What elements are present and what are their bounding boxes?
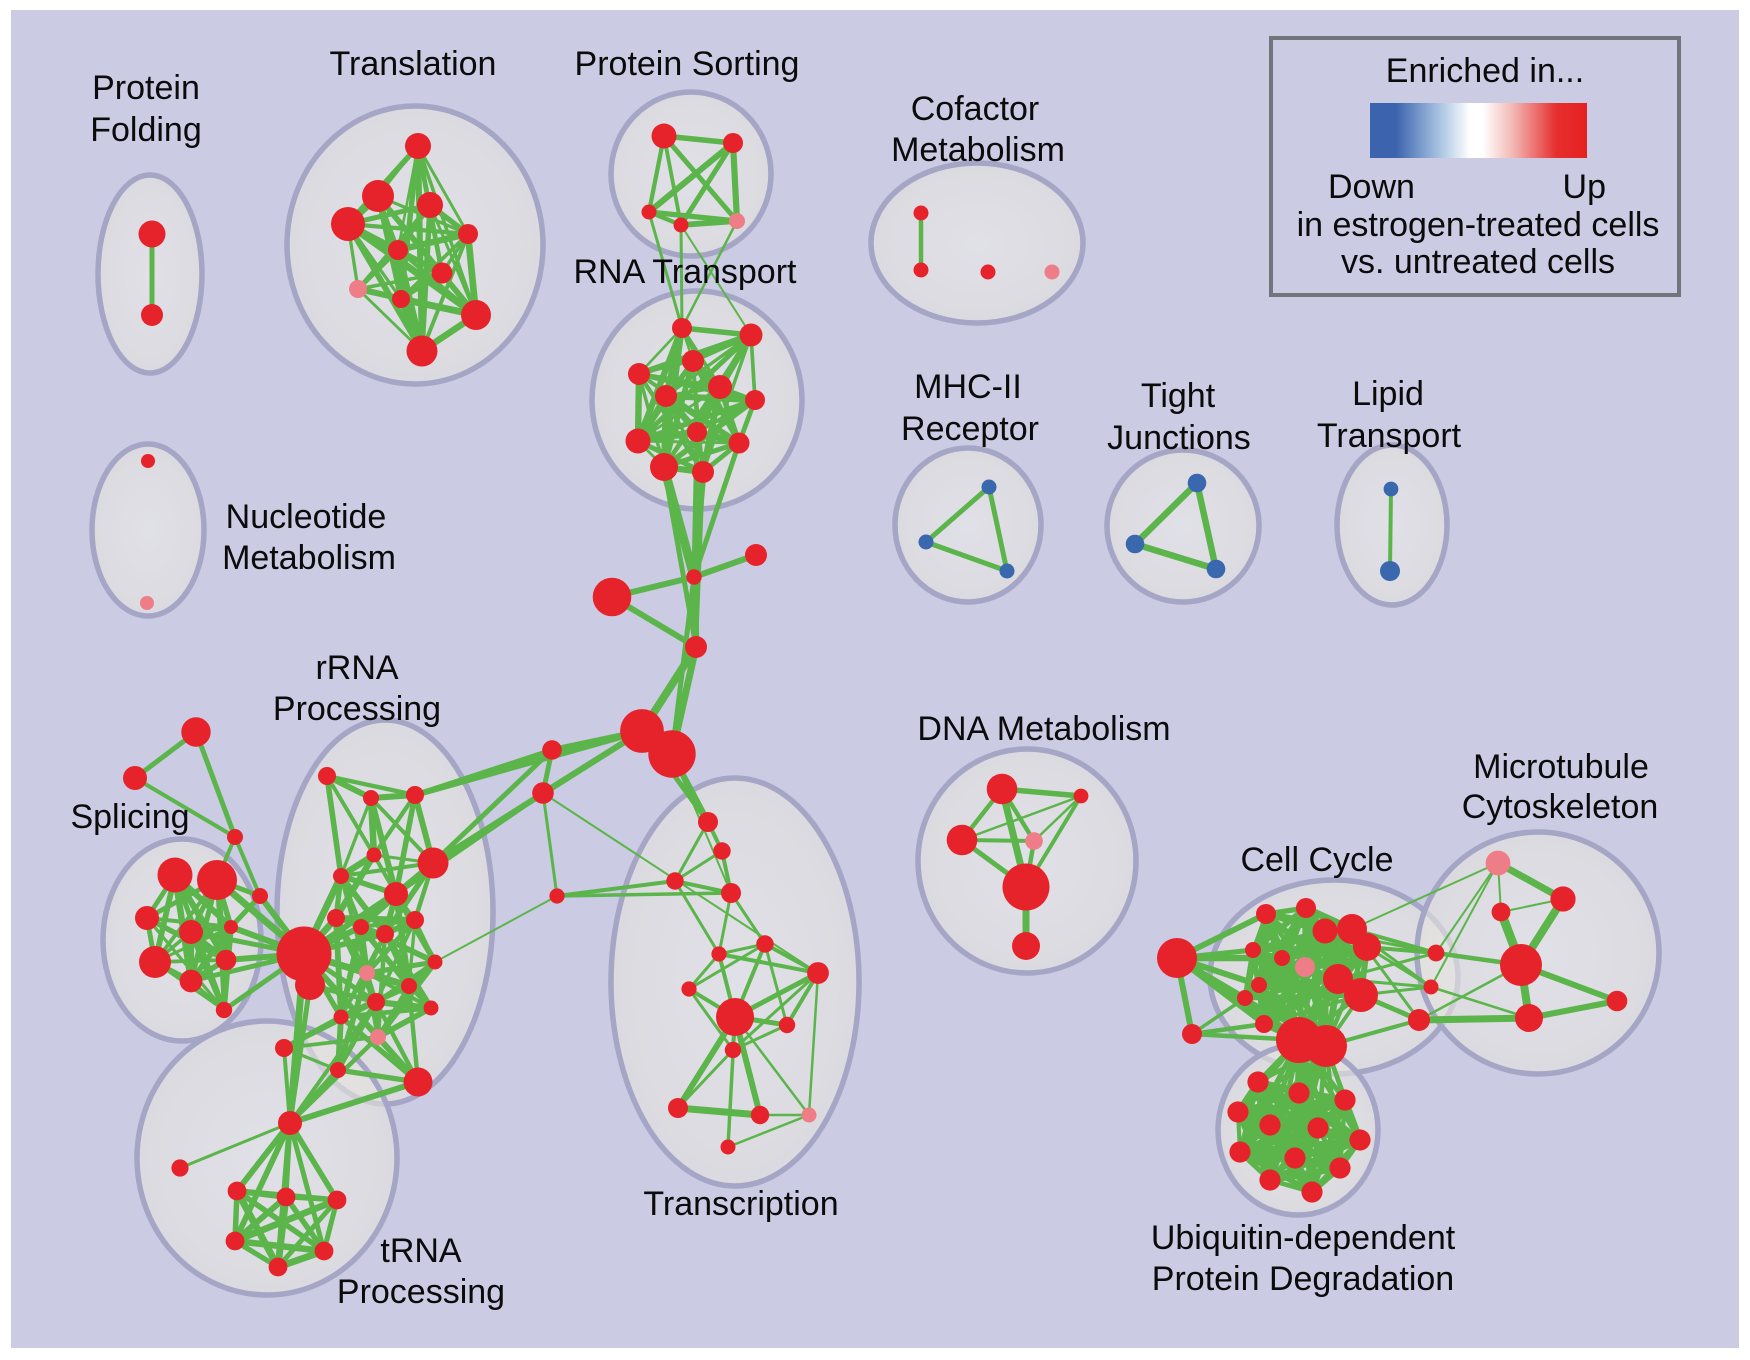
svg-text:Folding: Folding [90,111,202,149]
svg-text:Enriched in...: Enriched in... [1386,52,1584,90]
svg-text:Processing: Processing [337,1273,505,1311]
svg-text:Receptor: Receptor [901,410,1039,448]
svg-text:rRNA: rRNA [315,649,398,687]
svg-text:Splicing: Splicing [70,798,189,836]
svg-text:Ubiquitin-dependent: Ubiquitin-dependent [1151,1219,1456,1257]
svg-text:tRNA: tRNA [380,1232,462,1270]
svg-text:Transcription: Transcription [643,1185,838,1223]
svg-text:Metabolism: Metabolism [222,539,396,577]
svg-text:Cofactor: Cofactor [911,90,1040,128]
svg-text:in estrogen-treated cells: in estrogen-treated cells [1297,206,1660,244]
svg-text:Nucleotide: Nucleotide [226,498,387,536]
svg-text:Protein Degradation: Protein Degradation [1152,1260,1454,1298]
svg-text:Transport: Transport [1317,417,1462,455]
svg-text:Lipid: Lipid [1352,375,1424,413]
svg-text:Junctions: Junctions [1107,419,1251,457]
svg-text:Protein Sorting: Protein Sorting [575,45,800,83]
svg-text:vs. untreated cells: vs. untreated cells [1341,243,1615,281]
svg-text:Translation: Translation [330,45,497,83]
svg-text:Protein: Protein [92,69,200,107]
svg-text:DNA Metabolism: DNA Metabolism [917,710,1170,748]
svg-text:MHC-II: MHC-II [914,368,1022,406]
svg-text:Tight: Tight [1141,377,1216,415]
svg-text:Cytoskeleton: Cytoskeleton [1462,788,1659,826]
svg-text:Cell Cycle: Cell Cycle [1240,841,1393,879]
svg-text:RNA Transport: RNA Transport [574,253,798,291]
svg-text:Metabolism: Metabolism [891,131,1065,169]
svg-text:Microtubule: Microtubule [1473,748,1649,786]
svg-text:Down: Down [1328,168,1415,206]
svg-text:Up: Up [1563,168,1606,206]
svg-text:Processing: Processing [273,690,441,728]
